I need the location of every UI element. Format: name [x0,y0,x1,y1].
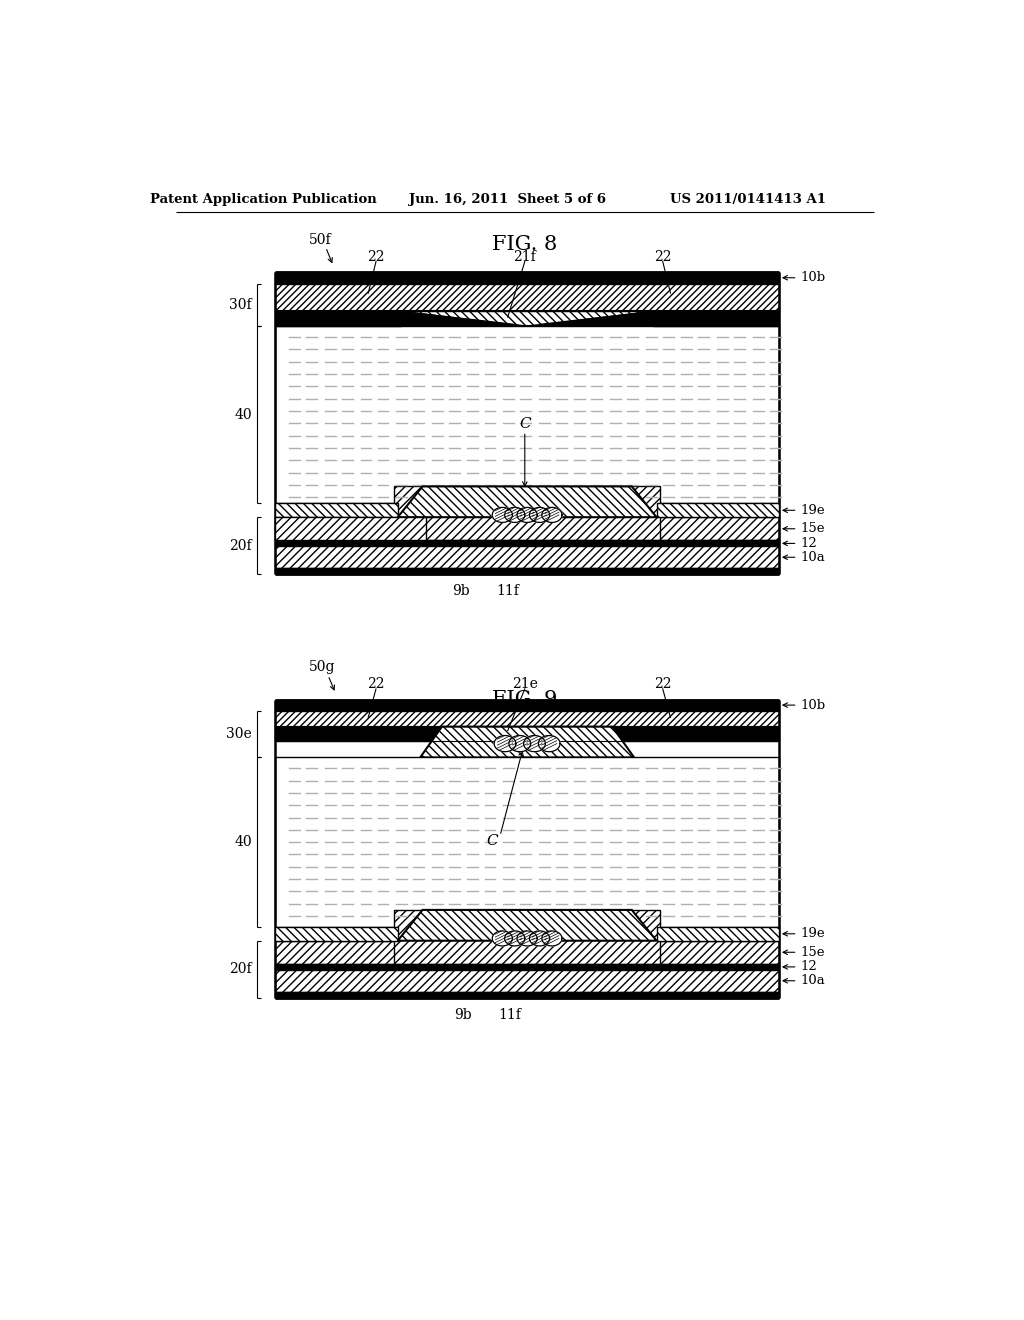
Bar [275,272,779,284]
Bar [275,517,779,540]
Bar [275,711,779,726]
Text: 9b: 9b [454,1007,472,1022]
Bar [656,927,779,941]
Bar [275,941,779,964]
Polygon shape [397,909,656,941]
Text: 22: 22 [654,249,672,264]
Polygon shape [531,312,653,326]
Polygon shape [493,931,512,946]
Text: 19e: 19e [801,927,825,940]
Bar [401,312,653,326]
Text: 15e: 15e [801,945,825,958]
Bar [275,700,779,711]
Bar [275,326,779,503]
Text: 30e: 30e [226,727,252,742]
Polygon shape [539,735,560,751]
Polygon shape [505,507,524,523]
Polygon shape [528,312,653,326]
Bar [653,312,779,326]
Polygon shape [542,507,562,523]
Text: 21f: 21f [513,249,537,264]
Bar [275,726,442,741]
Bar [275,540,779,546]
Bar [394,487,660,540]
Text: C: C [519,417,530,430]
Bar [275,546,779,568]
Text: 30f: 30f [229,298,252,312]
Bar [275,964,779,970]
Text: 10a: 10a [801,550,825,564]
Text: 21e: 21e [512,677,538,692]
Polygon shape [517,507,538,523]
Text: 40: 40 [234,836,252,849]
Text: 12: 12 [801,961,817,973]
Text: 10b: 10b [801,698,825,711]
Text: 20f: 20f [229,539,252,553]
Bar [275,284,779,312]
Bar [275,517,426,540]
Bar [394,909,660,964]
Polygon shape [523,735,546,751]
Polygon shape [542,931,562,946]
Polygon shape [420,726,634,758]
Bar [275,991,779,998]
Text: 19e: 19e [801,504,825,517]
Text: 11f: 11f [497,585,519,598]
Text: 50g: 50g [308,660,335,675]
Text: C: C [486,834,498,849]
Polygon shape [401,312,525,326]
Text: 50f: 50f [309,234,332,247]
Bar [275,927,397,941]
Text: 11f: 11f [498,1007,521,1022]
Bar [656,503,779,517]
Polygon shape [529,931,550,946]
Polygon shape [509,735,530,751]
Polygon shape [495,735,516,751]
Bar [275,503,397,517]
Text: 12: 12 [801,537,817,550]
Bar [275,312,401,326]
Bar [275,568,779,574]
Text: 22: 22 [368,249,385,264]
Polygon shape [505,931,524,946]
Polygon shape [517,931,538,946]
Text: FIG. 8: FIG. 8 [493,235,557,255]
Polygon shape [401,312,523,326]
Polygon shape [529,507,550,523]
Text: US 2011/0141413 A1: US 2011/0141413 A1 [670,193,826,206]
Text: 20f: 20f [229,962,252,977]
Bar [275,970,779,991]
Text: FIG. 9: FIG. 9 [493,690,557,709]
Polygon shape [397,487,656,517]
Text: 15e: 15e [801,523,825,536]
Text: Patent Application Publication: Patent Application Publication [151,193,377,206]
Bar [275,758,779,927]
Polygon shape [493,507,512,523]
Text: 22: 22 [654,677,672,692]
Text: 22: 22 [368,677,385,692]
Text: 40: 40 [234,408,252,422]
Bar [612,726,779,741]
Text: 10a: 10a [801,974,825,987]
Text: 10b: 10b [801,271,825,284]
Text: Jun. 16, 2011  Sheet 5 of 6: Jun. 16, 2011 Sheet 5 of 6 [410,193,606,206]
Text: 9b: 9b [453,585,470,598]
